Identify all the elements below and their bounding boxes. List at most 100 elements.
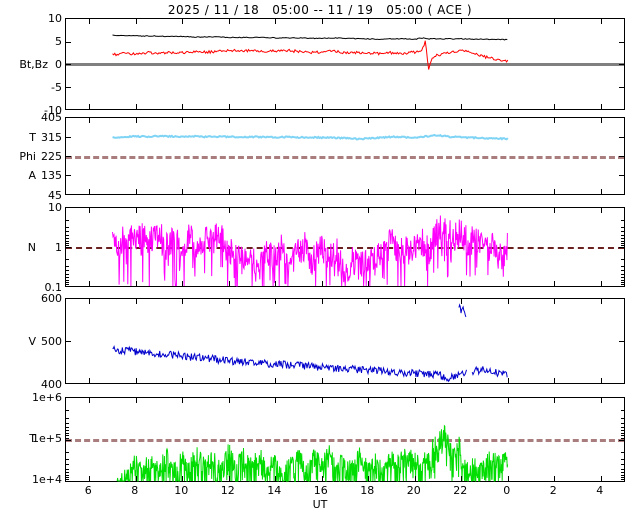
x-tick-mark	[321, 299, 323, 304]
x-tick-mark	[368, 189, 370, 194]
x-tick-mark	[507, 378, 509, 383]
y-tick-mark-log	[66, 235, 69, 236]
x-tick-mark	[368, 299, 370, 304]
x-tick-mark	[507, 189, 509, 194]
y-tick-mark-log	[66, 284, 69, 285]
ytick-p3-1: 1	[55, 241, 62, 254]
series-plot-temperature	[116, 424, 509, 483]
y-tick-mark	[619, 42, 624, 43]
x-tick-mark	[228, 208, 230, 213]
y-tick-mark-log	[621, 459, 624, 460]
y-tick-mark-log	[621, 274, 624, 275]
x-tick-mark	[321, 378, 323, 383]
xtick-label-2: 10	[174, 484, 189, 497]
y-tick-mark-log	[66, 227, 69, 228]
density-reference-line	[66, 247, 624, 249]
xtick-label-8: 22	[453, 484, 468, 497]
x-tick-mark	[135, 378, 137, 383]
ytick-p2-2: 225	[41, 150, 62, 163]
x-tick-mark	[368, 19, 370, 24]
x-tick-mark	[507, 281, 509, 286]
y-tick-mark	[66, 64, 71, 65]
x-tick-mark	[600, 208, 602, 213]
series-plot-bt-bz	[112, 34, 509, 70]
x-tick-mark	[182, 398, 184, 403]
x-tick-mark	[89, 208, 91, 213]
panel-velocity	[65, 298, 625, 384]
x-tick-mark	[321, 476, 323, 481]
xtick-label-3: 12	[220, 484, 235, 497]
y-tick-mark	[66, 87, 71, 88]
y-tick-mark-log	[621, 220, 624, 221]
x-tick-mark	[600, 299, 602, 304]
y-tick-mark-log	[66, 475, 69, 476]
y-tick-mark-log	[66, 479, 69, 480]
y-tick-mark-log	[66, 459, 69, 460]
y-tick-mark-log	[66, 266, 69, 267]
y-tick-mark-log	[66, 274, 69, 275]
x-tick-mark	[554, 476, 556, 481]
ytick-p2-3: 135	[41, 169, 62, 182]
x-tick-mark	[182, 476, 184, 481]
y-tick-mark	[619, 87, 624, 88]
x-axis-title: UT	[312, 498, 328, 511]
ytick-p1-4: -10	[44, 104, 62, 117]
x-tick-mark	[414, 378, 416, 383]
x-tick-mark	[600, 189, 602, 194]
x-tick-mark	[275, 118, 277, 123]
x-tick-mark	[600, 281, 602, 286]
y-tick-mark	[619, 156, 624, 157]
x-tick-mark	[461, 476, 463, 481]
y-tick-mark-log	[66, 472, 69, 473]
y-tick-mark-log	[66, 241, 69, 242]
x-tick-mark	[228, 476, 230, 481]
page-title: 2025 / 11 / 18 05:00 -- 11 / 19 05:00 ( …	[167, 3, 473, 17]
data-line	[112, 133, 509, 141]
x-tick-mark	[275, 476, 277, 481]
xtick-label-11: 4	[596, 484, 604, 497]
x-tick-mark	[135, 208, 137, 213]
x-tick-mark	[275, 398, 277, 403]
x-tick-mark	[228, 299, 230, 304]
ytick-p5-0: 1e+6	[32, 391, 62, 404]
x-tick-mark	[368, 281, 370, 286]
x-tick-mark	[507, 398, 509, 403]
series-plot-velocity	[112, 303, 508, 383]
y-tick-mark-log	[619, 247, 624, 248]
x-tick-mark	[507, 476, 509, 481]
ytick-p4-2: 400	[41, 378, 62, 391]
y-tick-mark-log	[621, 266, 624, 267]
panel-phi	[65, 117, 625, 195]
x-tick-mark	[368, 476, 370, 481]
x-tick-mark	[507, 19, 509, 24]
x-tick-mark	[89, 104, 91, 109]
x-tick-mark	[554, 19, 556, 24]
x-tick-mark	[275, 189, 277, 194]
x-tick-mark	[414, 299, 416, 304]
xtick-label-0: 6	[84, 484, 92, 497]
x-tick-mark	[368, 398, 370, 403]
axis-label-phi-a: A	[28, 169, 36, 182]
xtick-label-9: 0	[503, 484, 511, 497]
x-tick-mark	[275, 281, 277, 286]
x-tick-mark	[182, 281, 184, 286]
ytick-p1-0: 10	[48, 12, 62, 25]
x-tick-mark	[89, 476, 91, 481]
xtick-label-5: 16	[313, 484, 328, 497]
panel-temperature	[65, 397, 625, 483]
x-tick-mark	[89, 378, 91, 383]
y-tick-mark-log	[621, 241, 624, 242]
y-tick-mark-log	[621, 280, 624, 281]
x-tick-mark	[321, 19, 323, 24]
y-tick-mark-log	[621, 427, 624, 428]
x-tick-mark	[228, 378, 230, 383]
x-tick-mark	[182, 378, 184, 383]
y-tick-mark	[66, 341, 71, 342]
temperature-reference-line	[66, 439, 624, 442]
y-tick-mark-log	[621, 270, 624, 271]
x-tick-mark	[182, 189, 184, 194]
y-tick-mark-log	[66, 418, 69, 419]
x-tick-mark	[461, 378, 463, 383]
x-tick-mark	[321, 398, 323, 403]
ytick-p5-2: 1e+4	[32, 473, 62, 486]
